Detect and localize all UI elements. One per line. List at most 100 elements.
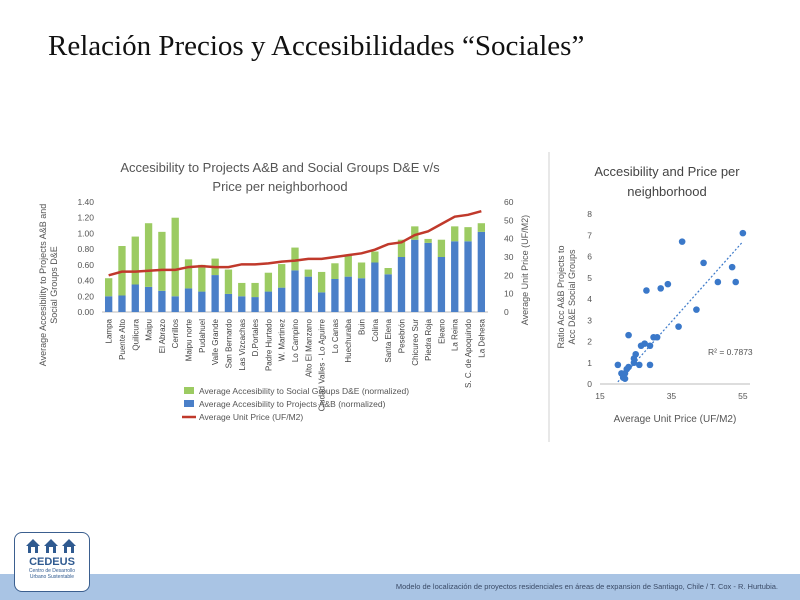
bar-projects-ab <box>477 231 486 312</box>
scatter-y-axis-label: Ratio Acc A&B Projects to <box>556 245 566 348</box>
category-label: Maipu norte <box>185 318 194 361</box>
category-label: Lampa <box>105 318 114 343</box>
bar-chart-subtitle: Price per neighborhood <box>212 179 347 194</box>
bar-social-de <box>344 255 352 277</box>
bar-projects-ab <box>317 292 326 312</box>
category-label: San Bernardo <box>224 318 233 368</box>
bar-projects-ab <box>104 296 113 312</box>
scatter-x-tick: 15 <box>595 391 605 401</box>
bar-social-de <box>317 271 326 293</box>
category-label: Santa Elena <box>384 318 393 362</box>
scatter-point <box>643 287 650 294</box>
bar-social-de <box>278 264 286 288</box>
bar-projects-ab <box>131 284 139 312</box>
price-line <box>108 209 482 277</box>
bar-chart-title: Accesibility to Projects A&B and Social … <box>120 160 440 175</box>
bar-projects-ab <box>238 296 246 312</box>
logo-subtitle-line1: Centro de Desarrollo <box>28 568 76 574</box>
bar-social-de <box>464 227 472 242</box>
category-label: Alto El Manzano <box>304 318 313 377</box>
category-label: W. Martinez <box>278 319 287 361</box>
scatter-point <box>621 375 629 382</box>
y2-axis-label: Average Unit Price (UF/M2) <box>520 215 530 325</box>
scatter-y-tick: 4 <box>587 294 592 304</box>
y2-tick-label: 40 <box>504 234 514 244</box>
scatter-y-axis-label-line2: Acc D&E Social Groups <box>567 249 577 345</box>
bar-social-de <box>477 223 486 232</box>
scatter-y-tick: 0 <box>587 379 592 389</box>
scatter-point <box>693 306 700 313</box>
category-label: Eleano <box>437 318 446 343</box>
bar-projects-ab <box>144 286 153 312</box>
category-label: Buin <box>358 319 367 335</box>
y-tick-label: 0.40 <box>77 276 94 286</box>
scatter-title: Accesibility and Price per <box>594 164 740 179</box>
bar-projects-ab <box>411 239 419 312</box>
scatter-subtitle: neighborhood <box>627 184 707 199</box>
category-label: La Reina <box>451 318 460 351</box>
category-label: Pudahuel <box>198 319 207 353</box>
bar-projects-ab <box>251 297 259 312</box>
y-tick-label: 0.80 <box>77 244 94 254</box>
scatter-point <box>657 285 665 292</box>
y-axis-label: Average Accesibility to Projects A&B and <box>38 204 48 366</box>
scatter-point <box>728 263 736 271</box>
scatter-point <box>635 361 643 369</box>
bar-chart: Accesibility to Projects A&B and Social … <box>38 160 530 422</box>
y-tick-label: 1.20 <box>77 213 94 223</box>
category-label: Maipu <box>145 319 154 341</box>
scatter-point <box>675 323 682 330</box>
legend-label: Average Accesibility to Projects A&B (no… <box>199 399 386 409</box>
bar-social-de <box>144 223 153 287</box>
scatter-point <box>614 361 622 369</box>
category-label: Huechuraba <box>344 318 353 362</box>
r-squared-annotation: R² = 0.7873 <box>708 347 753 357</box>
bar-social-de <box>158 231 166 291</box>
bar-projects-ab <box>437 257 446 312</box>
legend-label: Average Accesibility to Social Groups D&… <box>199 386 409 396</box>
scatter-chart: Accesibility and Price per neighborhood 01… <box>556 164 753 425</box>
y2-tick-label: 30 <box>504 252 514 262</box>
bar-social-de <box>238 282 246 297</box>
scatter-point <box>641 340 648 347</box>
category-label: Pesebrón <box>397 319 406 353</box>
legend-swatch <box>184 387 194 394</box>
category-label: Quilicura <box>131 318 140 350</box>
category-label: La Dehesa <box>477 318 486 357</box>
bar-projects-ab <box>331 279 339 312</box>
bar-projects-ab <box>304 276 312 312</box>
bar-projects-ab <box>184 288 193 312</box>
scatter-point <box>664 280 672 288</box>
bar-social-de <box>251 282 259 298</box>
category-label: Lo Campino <box>291 318 300 362</box>
bar-projects-ab <box>464 241 472 312</box>
scatter-y-tick: 8 <box>587 209 592 219</box>
bar-social-de <box>331 263 339 279</box>
scatter-point <box>714 278 722 286</box>
bar-projects-ab <box>171 296 179 312</box>
bar-projects-ab <box>224 293 233 312</box>
bar-projects-ab <box>278 287 286 312</box>
category-label: D.Portales <box>251 319 260 356</box>
y2-tick-label: 20 <box>504 270 514 280</box>
bar-social-de <box>437 239 446 257</box>
bar-projects-ab <box>451 241 459 312</box>
bar-social-de <box>397 239 406 257</box>
bar-projects-ab <box>424 242 432 312</box>
scatter-y-tick: 6 <box>587 252 592 262</box>
scatter-y-tick: 5 <box>587 273 592 283</box>
y-tick-label: 0.60 <box>77 260 94 270</box>
bar-social-de <box>291 247 299 271</box>
bar-social-de <box>131 236 139 285</box>
scatter-point <box>632 350 640 358</box>
bar-social-de <box>451 226 459 242</box>
scatter-point <box>739 229 747 237</box>
y-tick-label: 0.20 <box>77 291 94 301</box>
bar-social-de <box>371 251 379 263</box>
scatter-point <box>700 259 707 267</box>
category-label: Valle Grande <box>211 318 220 365</box>
scatter-point <box>646 342 654 350</box>
bar-social-de <box>411 226 419 240</box>
category-label: Las Vizcachas <box>238 319 247 370</box>
y2-tick-label: 0 <box>504 307 509 317</box>
